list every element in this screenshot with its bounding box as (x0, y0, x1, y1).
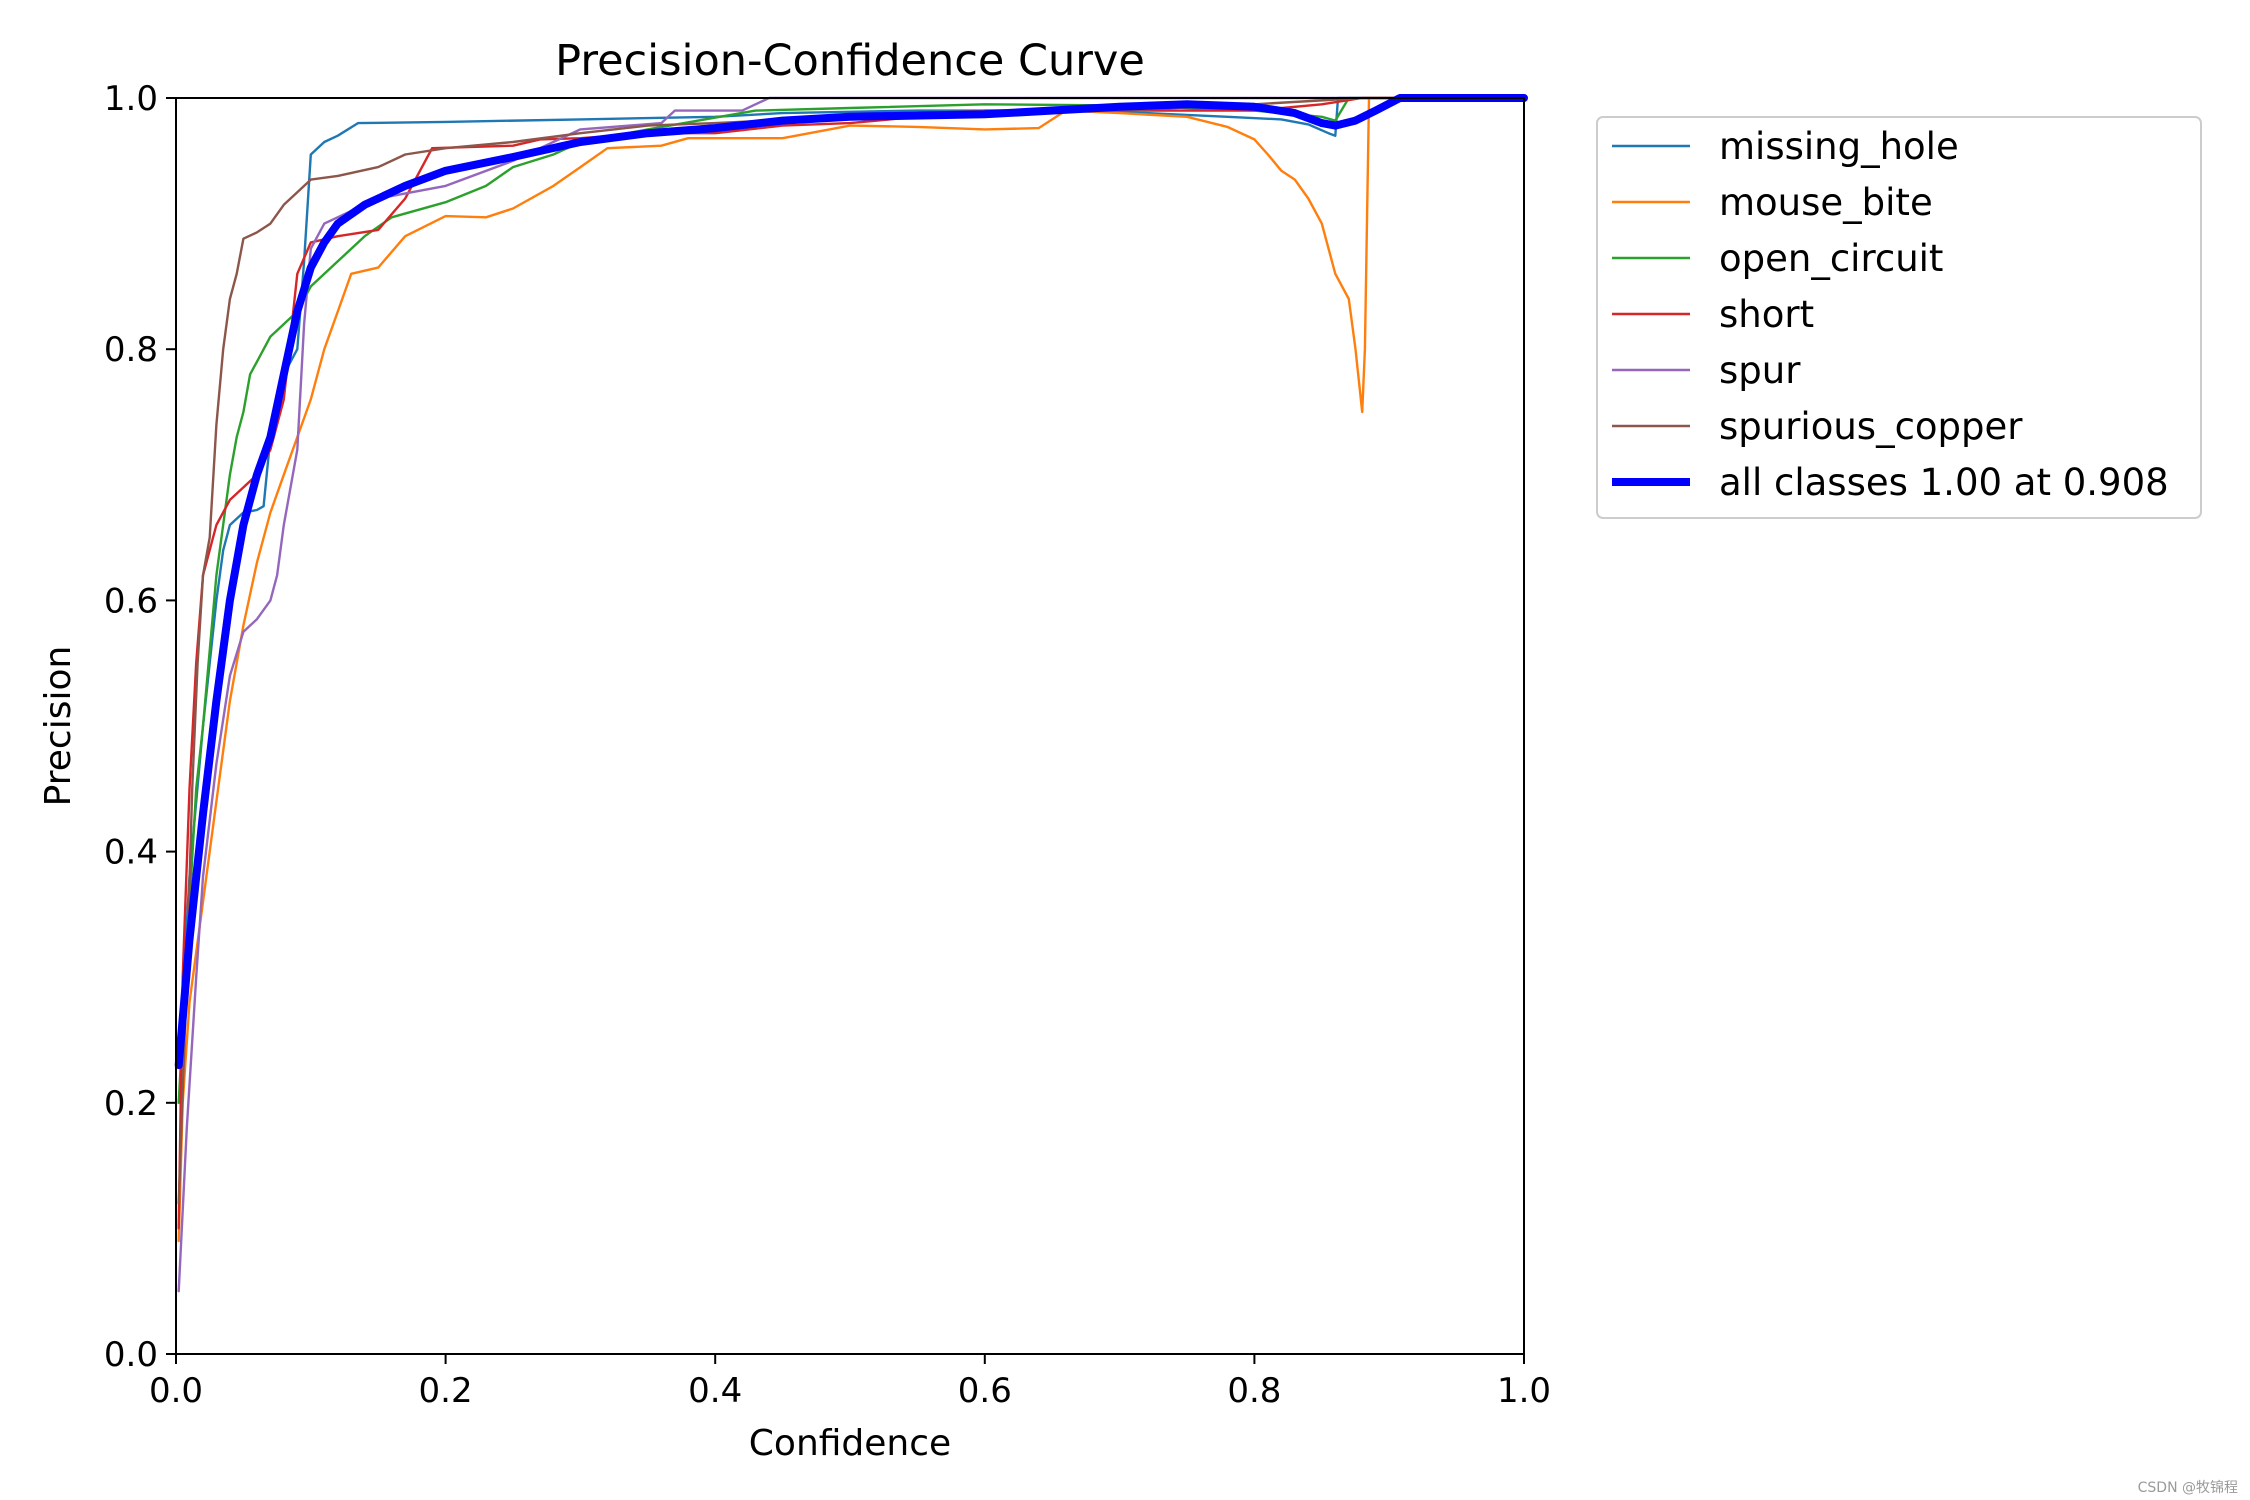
y-tick-label: 1.0 (104, 79, 158, 119)
y-axis-ticks: 0.0 0.2 0.4 0.6 0.8 1.0 (104, 79, 176, 1375)
legend-entry-label: missing_hole (1719, 125, 1959, 168)
y-tick-label: 0.8 (104, 330, 158, 370)
legend-entry-label: mouse_bite (1719, 181, 1933, 224)
x-tick-label: 0.6 (958, 1371, 1012, 1411)
series-line-spur (177, 96, 1526, 1293)
legend-entry-label: spurious_copper (1719, 405, 2023, 448)
y-axis-label: Precision (38, 646, 79, 807)
y-tick-label: 0.2 (104, 1084, 158, 1124)
plot-area (174, 94, 1528, 1355)
x-tick-label: 0.8 (1227, 1371, 1281, 1411)
x-tick-label: 0.0 (149, 1371, 203, 1411)
series-line-missing-hole (177, 96, 1526, 1067)
series-line-mouse-bite (177, 96, 1526, 1243)
series-layer (174, 94, 1528, 1293)
x-axis-ticks: 0.0 0.2 0.4 0.6 0.8 1.0 (149, 1354, 1551, 1411)
legend-entry-label: spur (1719, 349, 1801, 392)
legend-entry-label: open_circuit (1719, 237, 1943, 280)
plot-frame (175, 97, 1525, 1355)
y-tick-label: 0.6 (104, 581, 158, 621)
y-tick-label: 0.4 (104, 833, 158, 873)
legend-entry-label: all classes 1.00 at 0.908 (1719, 461, 2169, 504)
legend-frame (1596, 116, 2202, 519)
x-tick-label: 1.0 (1497, 1371, 1551, 1411)
x-tick-label: 0.2 (419, 1371, 473, 1411)
series-line-all-classes-1-00-at-0-908 (174, 94, 1528, 1070)
chart-title: Precision-Confidence Curve (555, 36, 1145, 86)
y-tick-label: 0.0 (104, 1335, 158, 1375)
x-tick-label: 0.4 (688, 1371, 742, 1411)
x-axis-label: Confidence (749, 1423, 951, 1464)
plot-background (176, 98, 1524, 1354)
legend-entry-label: short (1719, 293, 1814, 336)
watermark: CSDN @牧锦程 (2138, 1479, 2238, 1496)
